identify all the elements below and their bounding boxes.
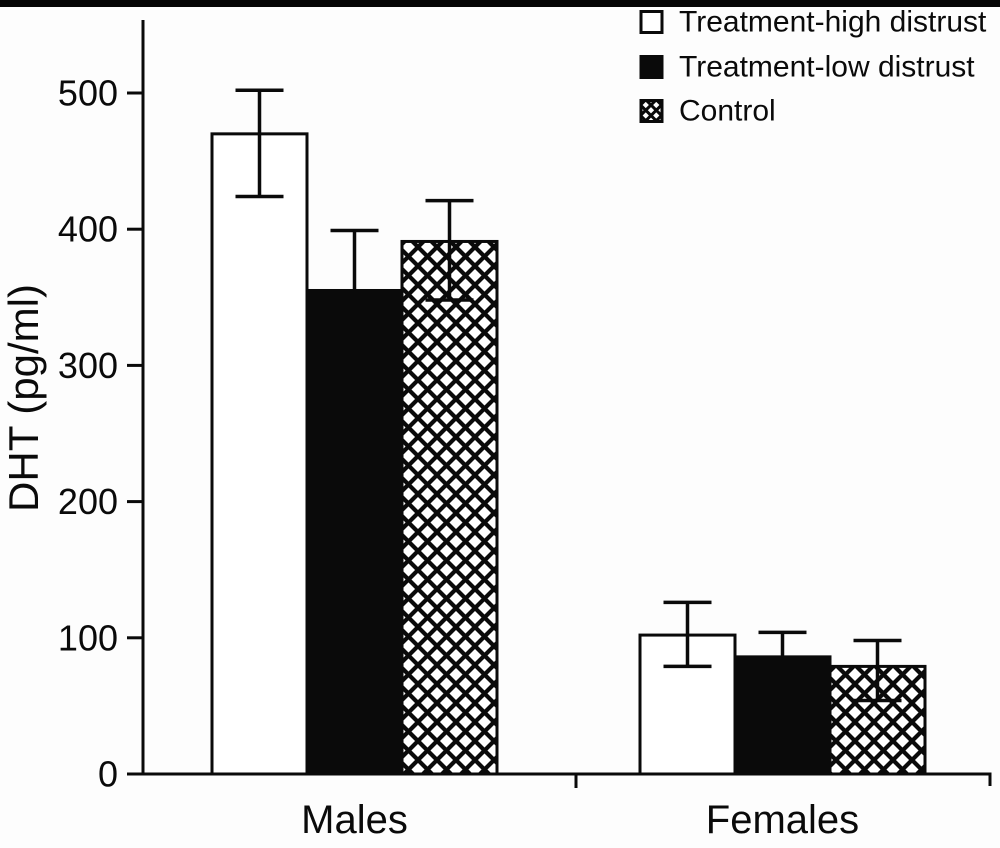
axes <box>141 20 992 786</box>
y-tick-label: 200 <box>58 481 118 522</box>
bar-males-control <box>400 239 499 776</box>
y-tick-label: 400 <box>58 209 118 250</box>
legend-label-1: Treatment-low distrust <box>679 51 975 84</box>
x-category-label-females: Females <box>706 798 859 842</box>
legend-marker-solid <box>639 55 664 79</box>
legend-label-0: Treatment-high distrust <box>679 6 987 39</box>
y-axis-label: DHT (pg/ml) <box>0 284 47 512</box>
legend-marker-crosshatch <box>639 99 664 123</box>
y-tick-label: 500 <box>58 73 118 114</box>
x-category-label-males: Males <box>301 798 408 842</box>
legend-label-2: Control <box>679 95 776 128</box>
y-tick-label: 300 <box>58 345 118 386</box>
bar-males-treatment-low-distrust <box>305 288 404 776</box>
y-tick-label: 0 <box>98 754 118 795</box>
y-tick-label: 100 <box>58 617 118 658</box>
bar-females-treatment-low-distrust <box>733 655 832 776</box>
bar-males-treatment-high-distrust <box>210 132 309 776</box>
legend-marker-open <box>639 10 664 34</box>
scan-border-strip <box>0 0 1000 7</box>
